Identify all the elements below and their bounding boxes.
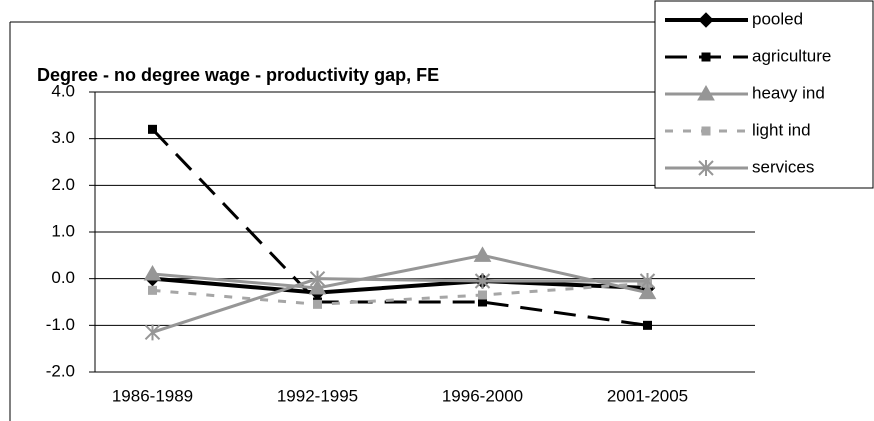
series-line bbox=[152, 277, 648, 334]
y-tick-label: -2.0 bbox=[46, 361, 75, 380]
legend-label: heavy ind bbox=[752, 83, 825, 102]
point bbox=[144, 324, 161, 341]
point bbox=[148, 124, 157, 134]
chart-title: Degree - no degree wage - productivity g… bbox=[37, 65, 439, 85]
point bbox=[308, 278, 327, 295]
point bbox=[639, 273, 656, 289]
x-tick-label: 2001-2005 bbox=[607, 386, 688, 405]
series-line bbox=[151, 128, 648, 327]
series-line bbox=[152, 276, 648, 295]
series-line bbox=[152, 253, 648, 295]
y-tick-label: 1.0 bbox=[51, 221, 75, 240]
point bbox=[473, 246, 492, 262]
point bbox=[143, 264, 162, 281]
point bbox=[148, 285, 157, 295]
legend-marker bbox=[698, 160, 714, 176]
legend-marker bbox=[697, 84, 715, 101]
y-tick-label: 4.0 bbox=[51, 81, 75, 100]
x-tick-label: 1996-2000 bbox=[442, 386, 523, 405]
legend-label: pooled bbox=[752, 9, 803, 28]
point bbox=[474, 273, 491, 289]
legend-label: agriculture bbox=[752, 46, 831, 65]
y-tick-label: 2.0 bbox=[51, 175, 75, 194]
y-tick-label: 0.0 bbox=[51, 268, 75, 287]
y-tick-label: 3.0 bbox=[51, 128, 75, 147]
x-tick-label: 1986-1989 bbox=[112, 386, 193, 405]
point bbox=[638, 283, 657, 300]
y-tick-label: -1.0 bbox=[46, 315, 75, 334]
legend-label: services bbox=[752, 157, 814, 176]
point bbox=[478, 290, 487, 300]
point bbox=[313, 299, 322, 309]
point bbox=[309, 270, 326, 287]
point bbox=[643, 320, 652, 330]
legend-marker bbox=[698, 12, 714, 28]
legend-label: light ind bbox=[752, 120, 811, 139]
x-tick-label: 1992-1995 bbox=[277, 386, 358, 405]
legend-marker bbox=[701, 126, 711, 136]
legend-marker bbox=[701, 52, 711, 62]
